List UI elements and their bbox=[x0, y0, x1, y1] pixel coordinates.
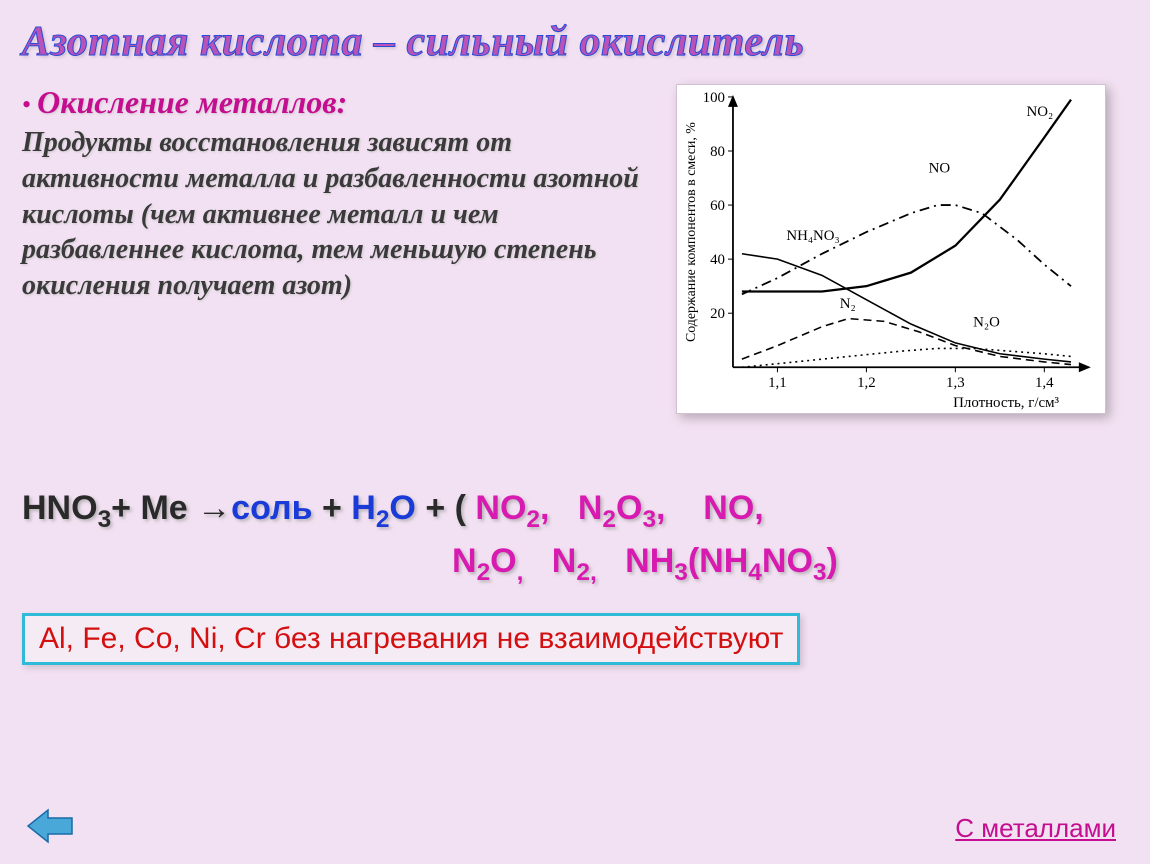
svg-text:1,4: 1,4 bbox=[1035, 375, 1054, 391]
svg-text:N₂O: N₂O bbox=[973, 315, 1000, 331]
content-row: • Окисление металлов: Продукты восстанов… bbox=[22, 84, 1128, 414]
subtitle: Окисление металлов: bbox=[37, 84, 347, 121]
page-title: Азотная кислота – сильный окислитель bbox=[22, 18, 1128, 66]
eq-p5: N2, bbox=[552, 542, 616, 580]
eq-p1: NO2, bbox=[475, 489, 568, 527]
chart: 20 40 60 80 100 1,1 1,2 1,3 1,4 Плотность, г/см³ С… bbox=[676, 84, 1106, 414]
svg-text:100: 100 bbox=[703, 90, 725, 106]
bullet-line: • Окисление металлов: bbox=[22, 84, 662, 121]
eq-salt: соль bbox=[231, 489, 312, 527]
svg-text:1,3: 1,3 bbox=[946, 375, 965, 391]
eq-p3: NO, bbox=[703, 489, 763, 527]
svg-text:20: 20 bbox=[710, 306, 725, 322]
equation: HNO3+ Ме →соль + H2O + ( NO2, N2O3, NO, … bbox=[22, 484, 1128, 591]
note-box: Al, Fe, Co, Ni, Cr без нагревания не вза… bbox=[22, 613, 800, 665]
svg-text:60: 60 bbox=[710, 198, 725, 214]
eq-plus1: + bbox=[313, 489, 352, 527]
eq-h2o: H2O bbox=[351, 489, 416, 527]
svg-text:1,1: 1,1 bbox=[768, 375, 787, 391]
svg-text:Содержание компонентов в смеси: Содержание компонентов в смеси, % bbox=[684, 122, 699, 342]
body-text: Продукты восстановления зависят от актив… bbox=[22, 125, 662, 304]
eq-p7: (NH4NO3) bbox=[688, 542, 838, 580]
svg-text:NO₂: NO₂ bbox=[1027, 104, 1054, 120]
svg-text:Плотность, г/см³: Плотность, г/см³ bbox=[953, 395, 1059, 411]
eq-p4: N2O, bbox=[452, 542, 542, 580]
svg-text:40: 40 bbox=[710, 252, 725, 268]
text-block: • Окисление металлов: Продукты восстанов… bbox=[22, 84, 662, 304]
equation-line1: HNO3+ Ме →соль + H2O + ( NO2, N2O3, NO, bbox=[22, 484, 1128, 537]
svg-text:NO: NO bbox=[929, 161, 951, 177]
eq-plus2: + ( bbox=[416, 489, 466, 527]
svg-text:80: 80 bbox=[710, 144, 725, 160]
svg-text:NH₄NO₃: NH₄NO₃ bbox=[786, 228, 839, 244]
eq-p6: NH3 bbox=[625, 542, 688, 580]
bullet-icon: • bbox=[22, 92, 31, 118]
eq-arrow: + Ме → bbox=[111, 489, 231, 527]
back-button[interactable] bbox=[26, 806, 74, 846]
eq-p2: N2O3, bbox=[578, 489, 694, 527]
metals-link[interactable]: С металлами bbox=[955, 813, 1116, 844]
slide: Азотная кислота – сильный окислитель • О… bbox=[0, 0, 1150, 864]
svg-text:1,2: 1,2 bbox=[857, 375, 876, 391]
equation-line2: N2O, N2, NH3(NH4NO3) bbox=[22, 537, 1128, 590]
svg-text:N₂: N₂ bbox=[840, 296, 856, 312]
eq-lhs: HNO3 bbox=[22, 489, 111, 527]
chart-svg: 20 40 60 80 100 1,1 1,2 1,3 1,4 Плотность, г/см³ С… bbox=[677, 85, 1105, 413]
